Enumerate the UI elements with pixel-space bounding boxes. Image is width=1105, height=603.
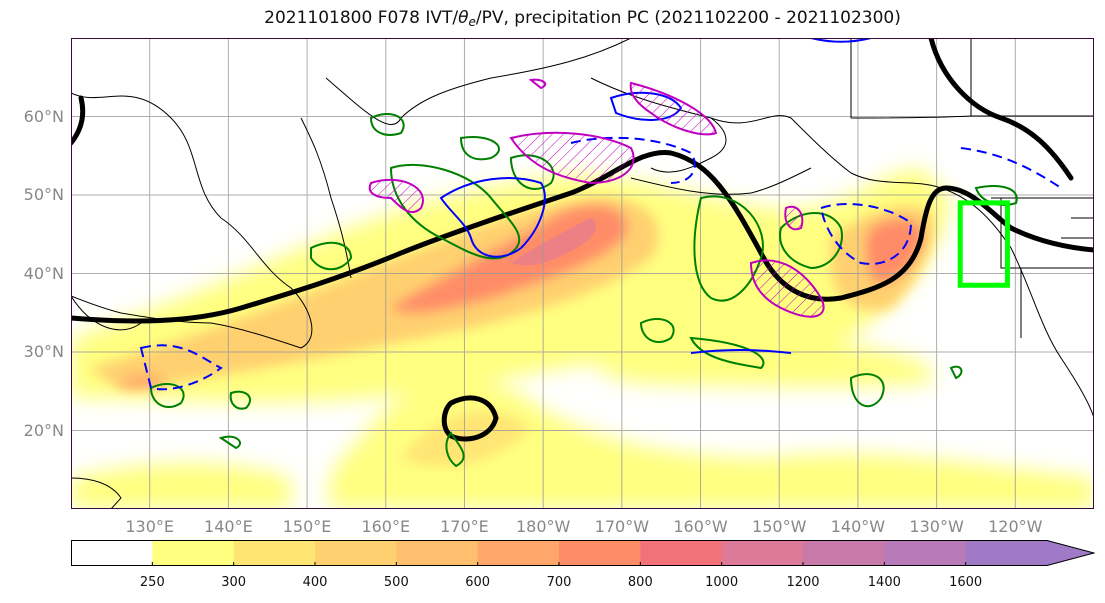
- colorbar-segment: [559, 540, 641, 566]
- longitude-label: 120°W: [988, 517, 1043, 536]
- highlight-box: [957, 200, 1010, 288]
- colorbar-tick-label: 700: [546, 575, 572, 590]
- colorbar-segment: [315, 540, 397, 566]
- longitude-label: 140°W: [830, 517, 886, 536]
- colorbar-segment: [233, 540, 316, 566]
- latitude-label: 50°N: [23, 185, 64, 204]
- colorbar-segment: [152, 540, 235, 566]
- longitude-label: 130°E: [125, 517, 175, 536]
- longitude-label: 140°E: [204, 517, 253, 536]
- colorbar: [71, 540, 1095, 566]
- colorbar-segment: [477, 540, 560, 566]
- colorbar-segment: [884, 540, 967, 566]
- colorbar-tick-label: 600: [465, 575, 491, 590]
- pv-contours: [71, 38, 1094, 442]
- latitude-label: 20°N: [23, 420, 64, 440]
- colorbar-tick-label: 300: [221, 575, 247, 590]
- longitude-label: 160°E: [361, 517, 411, 536]
- colorbar-segment: [396, 540, 479, 566]
- colorbar-tick-label: 1200: [786, 575, 820, 590]
- colorbar-tick-label: 1400: [867, 575, 901, 590]
- colorbar-segment: [721, 540, 804, 566]
- colorbar-tick-label: 1000: [705, 575, 739, 590]
- colorbar-segment: [71, 540, 153, 566]
- figure-title: 2021101800 F078 IVT/θe/PV, precipitation…: [0, 8, 1105, 29]
- colorbar-extend-arrow: [965, 540, 1094, 566]
- colorbar-tick-label: 800: [627, 575, 653, 590]
- title-theta: θ: [458, 8, 469, 28]
- longitude-label: 160°W: [673, 517, 728, 536]
- title-prefix: 2021101800 F078 IVT/: [264, 8, 459, 28]
- latitude-label: 60°N: [23, 106, 64, 126]
- colorbar-segment: [640, 540, 723, 566]
- colorbar-segment: [803, 540, 885, 566]
- graticule: [71, 38, 1094, 509]
- colorbar-tick-label: 1600: [949, 575, 983, 590]
- longitude-label: 130°W: [909, 517, 964, 536]
- colorbar-tick-label: 400: [302, 575, 328, 590]
- longitude-label: 170°W: [594, 517, 650, 536]
- title-subscript: e: [468, 15, 476, 29]
- colorbar-tick-label: 500: [383, 575, 409, 590]
- map-panel: [71, 38, 1094, 509]
- colorbar-outline: [71, 540, 1095, 566]
- colorbar-tick-label: 250: [139, 575, 165, 590]
- longitude-label: 180°W: [515, 517, 571, 536]
- longitude-label: 150°W: [752, 517, 807, 536]
- longitude-label: 170°E: [440, 517, 489, 536]
- longitude-label: 150°E: [282, 517, 332, 536]
- title-suffix: /PV, precipitation PC (2021102200 - 2021…: [475, 8, 901, 28]
- latitude-label: 40°N: [23, 263, 64, 283]
- ivt-peak: [511, 218, 596, 266]
- pv-hatched-regions: [368, 78, 825, 318]
- latitude-label: 30°N: [23, 342, 64, 361]
